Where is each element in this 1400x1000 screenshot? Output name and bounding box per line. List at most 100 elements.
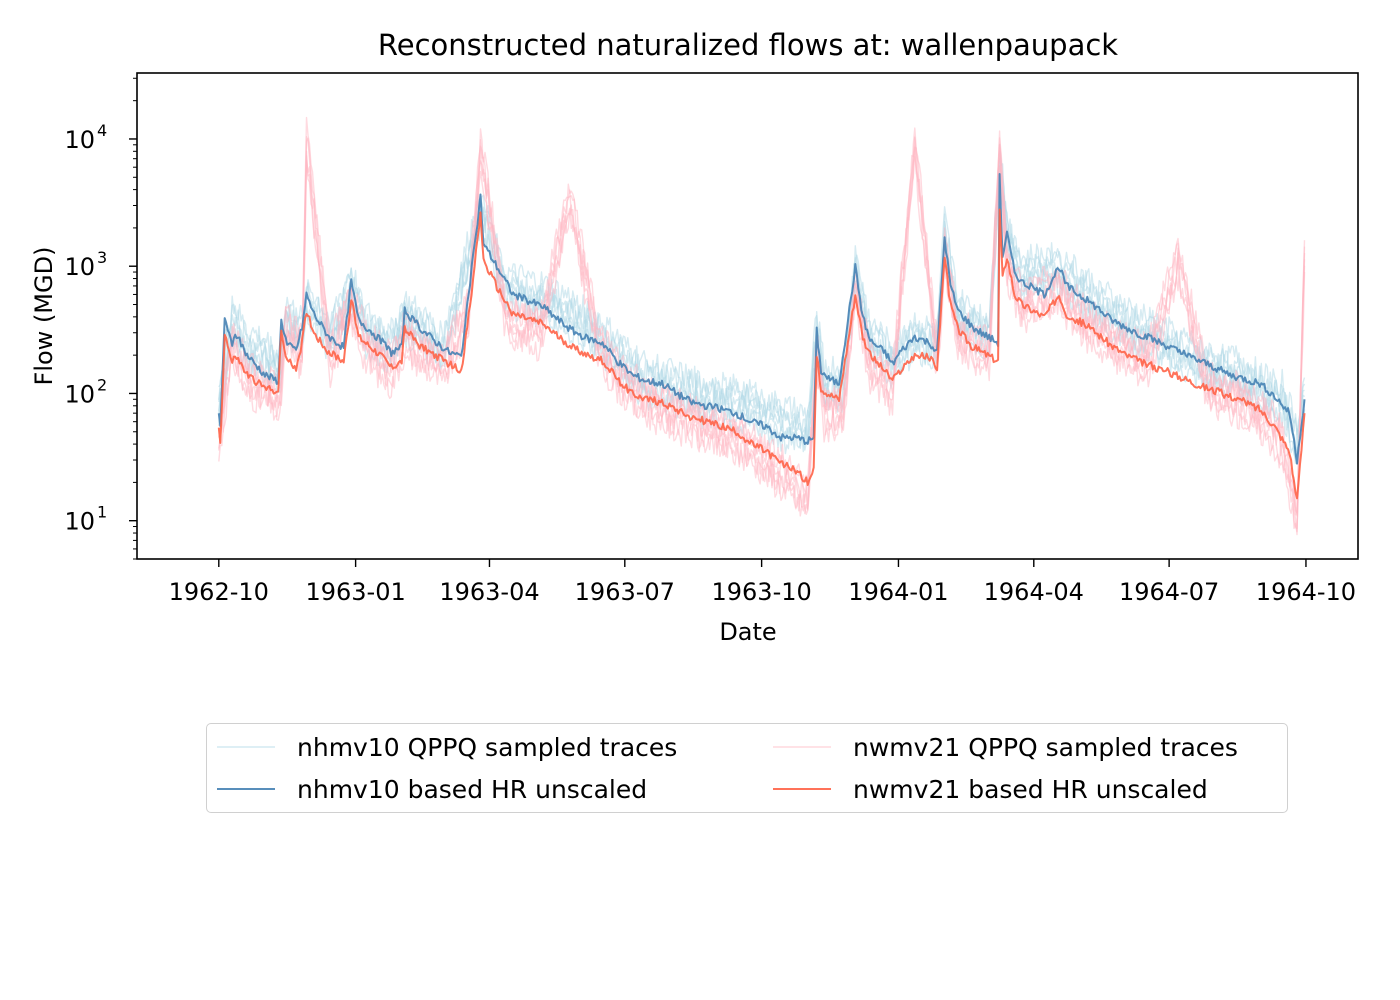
data-point-3-67 <box>956 328 959 331</box>
data-point-0-44 <box>1147 333 1150 336</box>
data-point-3-40 <box>661 401 664 404</box>
data-point-1-50 <box>806 440 809 443</box>
data-point-2-16 <box>504 315 507 318</box>
data-point-2-4 <box>278 398 281 401</box>
data-point-3-26 <box>467 315 470 318</box>
data-point-3-62 <box>913 354 916 357</box>
data-point-0-13 <box>442 348 445 351</box>
data-point-3-14 <box>327 351 330 354</box>
data-point-0-7 <box>305 298 308 301</box>
data-point-3-35 <box>586 354 589 357</box>
data-point-0-26 <box>806 430 809 433</box>
y-tick-label-3: 10 <box>64 126 95 154</box>
data-point-1-77 <box>1058 265 1061 268</box>
data-point-0-24 <box>747 404 750 407</box>
trace-line-0-2 <box>218 158 1305 456</box>
data-point-1-18 <box>379 339 382 342</box>
data-point-3-9 <box>286 360 289 363</box>
data-point-3-53 <box>820 387 823 390</box>
data-point-3-50 <box>806 481 809 484</box>
data-point-0-38 <box>998 157 1001 160</box>
data-point-2-18 <box>568 197 571 200</box>
data-point-1-76 <box>1043 293 1046 296</box>
data-point-1-89 <box>1229 373 1232 376</box>
data-point-0-17 <box>539 298 542 301</box>
data-point-1-71 <box>998 176 1001 179</box>
data-point-1-3 <box>231 346 234 349</box>
data-point-1-39 <box>646 380 649 383</box>
x-tick-label-4: 1963-10 <box>711 578 811 606</box>
data-point-0-16 <box>504 289 507 292</box>
data-point-3-21 <box>403 328 406 331</box>
data-point-1-52 <box>815 329 818 332</box>
data-point-3-64 <box>936 366 939 369</box>
legend-label-nhm-traces: nhmv10 QPPQ sampled traces <box>297 732 678 762</box>
data-point-0-4 <box>278 373 281 376</box>
data-point-1-47 <box>765 425 768 428</box>
data-point-1-56 <box>854 266 857 269</box>
legend-item-nwm-traces: nwmv21 QPPQ sampled traces <box>773 732 1238 762</box>
data-point-3-51 <box>812 469 815 472</box>
data-point-3-81 <box>1110 344 1113 347</box>
data-point-0-43 <box>1117 318 1120 321</box>
data-point-1-64 <box>936 351 939 354</box>
data-point-3-45 <box>735 430 738 433</box>
data-point-2-46 <box>1206 387 1209 390</box>
data-point-3-48 <box>780 462 783 465</box>
data-point-1-14 <box>327 335 330 338</box>
data-point-2-29 <box>842 412 845 415</box>
data-point-3-5 <box>246 373 249 376</box>
data-point-1-17 <box>357 318 360 321</box>
data-point-1-10 <box>295 348 298 351</box>
data-point-2-2 <box>246 378 249 381</box>
data-point-1-46 <box>750 420 753 423</box>
data-point-1-26 <box>467 293 470 296</box>
data-point-2-11 <box>390 370 393 373</box>
data-point-3-49 <box>794 469 797 472</box>
data-point-3-82 <box>1125 354 1128 357</box>
y-tick-exp-1: 2 <box>97 375 107 394</box>
data-point-3-2 <box>223 331 226 334</box>
data-point-3-95 <box>1303 412 1306 415</box>
data-point-3-17 <box>357 335 360 338</box>
data-point-1-33 <box>556 318 559 321</box>
data-point-1-53 <box>820 370 823 373</box>
data-point-1-67 <box>956 309 959 312</box>
data-point-2-14 <box>467 309 470 312</box>
data-point-2-24 <box>747 443 750 446</box>
data-point-0-6 <box>301 335 304 338</box>
series-points-0 <box>217 157 1306 445</box>
data-point-2-13 <box>442 366 445 369</box>
data-point-3-31 <box>521 315 524 318</box>
data-point-1-90 <box>1244 378 1247 381</box>
data-point-1-19 <box>390 351 393 354</box>
data-point-2-10 <box>365 346 368 349</box>
x-tick-label-5: 1964-01 <box>848 578 948 606</box>
data-point-3-46 <box>750 443 753 446</box>
data-point-3-88 <box>1214 389 1217 392</box>
data-point-3-29 <box>497 289 500 292</box>
x-tick-label-0: 1962-10 <box>169 578 269 606</box>
data-point-0-1 <box>231 318 234 321</box>
data-point-0-18 <box>568 313 571 316</box>
data-point-2-49 <box>1281 443 1284 446</box>
data-point-3-37 <box>616 378 619 381</box>
trace-line-2-2 <box>218 137 1306 536</box>
data-point-1-84 <box>1154 339 1157 342</box>
data-point-2-41 <box>1058 289 1061 292</box>
data-point-1-65 <box>943 235 946 238</box>
data-point-1-87 <box>1199 360 1202 363</box>
y-tick-label-0: 10 <box>64 508 95 536</box>
data-point-3-61 <box>898 370 901 373</box>
data-point-2-9 <box>350 303 353 306</box>
data-point-3-52 <box>815 354 818 357</box>
legend-swatch-nwm-traces <box>773 746 831 748</box>
data-point-3-47 <box>765 450 768 453</box>
data-point-3-60 <box>891 380 894 383</box>
data-point-3-1 <box>219 443 222 446</box>
data-point-3-34 <box>571 346 574 349</box>
data-point-1-69 <box>986 335 989 338</box>
legend-item-nhm-traces: nhmv10 QPPQ sampled traces <box>217 732 677 762</box>
data-point-1-63 <box>928 341 931 344</box>
data-point-3-79 <box>1080 321 1083 324</box>
